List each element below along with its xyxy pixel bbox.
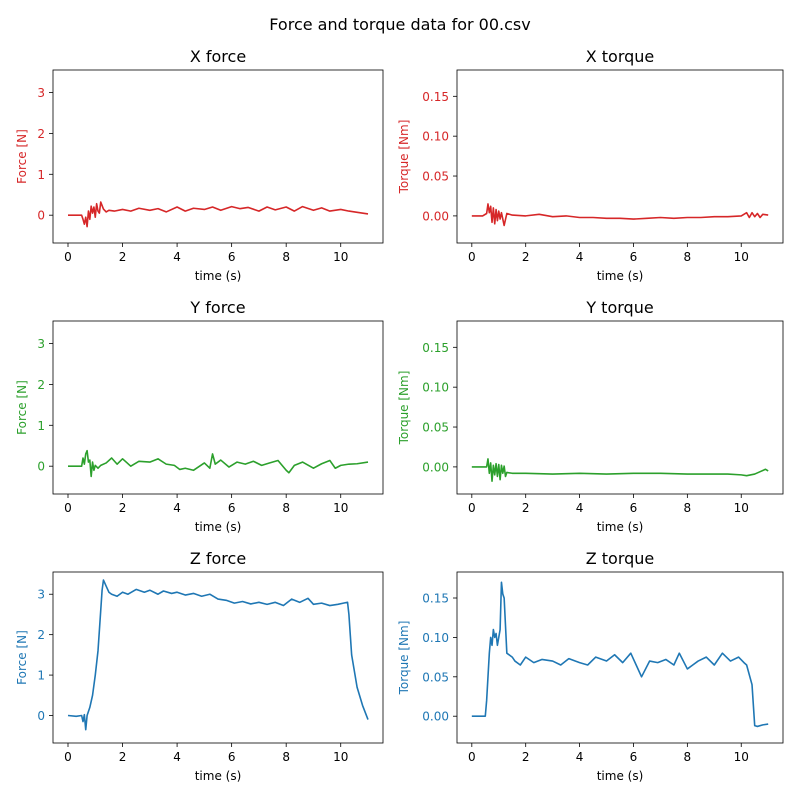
x-tick-label: 8 — [282, 501, 290, 515]
x-tick-label: 0 — [468, 501, 476, 515]
panel-x-torque: X torque 0 2 4 6 8 10 0.00 0.05 0.10 0.15 time (s) T… — [397, 47, 784, 283]
y-axis-label: Torque [Nm] — [397, 621, 411, 696]
x-tick-label: 8 — [684, 501, 692, 515]
x-tick-label: 0 — [64, 250, 72, 264]
y-tick-label: 3 — [37, 337, 45, 351]
axes-frame — [52, 69, 384, 244]
panel-y-torque: Y torque 0 2 4 6 8 10 0.00 0.05 0.10 0.15 time (s) T… — [397, 298, 784, 534]
series-line — [471, 581, 769, 728]
y-tick-label: 0.15 — [422, 592, 449, 606]
axes-frame — [456, 571, 784, 744]
x-tick-label: 10 — [734, 750, 749, 764]
x-tick-label: 6 — [630, 250, 638, 264]
x-tick-label: 4 — [173, 501, 181, 515]
y-tick-label: 0.00 — [422, 209, 449, 223]
x-tick-label: 2 — [119, 250, 127, 264]
x-tick-label: 8 — [282, 750, 290, 764]
y-axis-label: Force [N] — [15, 630, 29, 685]
series-line — [471, 458, 769, 483]
x-tick-label: 10 — [333, 501, 348, 515]
y-tick-label: 0.15 — [422, 341, 449, 355]
y-tick-label: 0.05 — [422, 170, 449, 184]
x-tick-label: 6 — [228, 750, 236, 764]
y-tick-label: 0 — [37, 460, 45, 474]
y-tick-label: 0.00 — [422, 710, 449, 724]
y-tick-label: 0.10 — [422, 381, 449, 395]
panel-title: Z force — [190, 549, 246, 568]
x-tick-label: 2 — [119, 750, 127, 764]
x-tick-label: 4 — [576, 501, 584, 515]
y-tick-label: 3 — [37, 86, 45, 100]
y-tick-label: 0.10 — [422, 631, 449, 645]
panel-z-force: Z force 0 2 4 6 8 10 0 1 2 3 time (s) Force [N] — [15, 549, 384, 783]
x-tick-label: 6 — [630, 750, 638, 764]
panel-x-force: X force 0 2 4 6 8 10 0 1 2 3 time (s) Force [N] — [15, 47, 384, 283]
x-tick-label: 0 — [64, 750, 72, 764]
y-tick-label: 3 — [37, 588, 45, 602]
x-tick-label: 10 — [333, 750, 348, 764]
x-tick-label: 6 — [228, 501, 236, 515]
panel-title: Y torque — [585, 298, 653, 317]
x-axis-label: time (s) — [195, 269, 242, 283]
y-tick-label: 0.05 — [422, 421, 449, 435]
x-axis-label: time (s) — [597, 269, 644, 283]
series-line — [68, 449, 369, 478]
x-tick-label: 0 — [468, 250, 476, 264]
x-tick-label: 8 — [282, 250, 290, 264]
y-axis-label: Torque [Nm] — [397, 371, 411, 446]
y-tick-label: 0.15 — [422, 90, 449, 104]
y-tick-label: 2 — [37, 628, 45, 642]
x-tick-label: 10 — [734, 501, 749, 515]
x-tick-label: 10 — [333, 250, 348, 264]
x-tick-label: 4 — [173, 750, 181, 764]
x-tick-label: 4 — [173, 250, 181, 264]
y-tick-label: 0.00 — [422, 460, 449, 474]
x-tick-label: 8 — [684, 750, 692, 764]
x-tick-label: 0 — [64, 501, 72, 515]
axes-frame — [52, 320, 384, 495]
x-axis-label: time (s) — [195, 520, 242, 534]
axes-frame — [456, 69, 784, 244]
y-tick-label: 2 — [37, 378, 45, 392]
panel-y-force: Y force 0 2 4 6 8 10 0 1 2 3 time (s) Force [N] — [15, 298, 384, 534]
x-axis-label: time (s) — [597, 769, 644, 783]
figure-suptitle: Force and torque data for 00.csv — [269, 15, 530, 34]
x-axis-label: time (s) — [597, 520, 644, 534]
panel-title: Y force — [189, 298, 245, 317]
x-tick-label: 2 — [522, 750, 530, 764]
x-tick-label: 6 — [630, 501, 638, 515]
x-tick-label: 2 — [522, 250, 530, 264]
y-tick-label: 0.10 — [422, 130, 449, 144]
x-tick-label: 10 — [734, 250, 749, 264]
series-line — [471, 203, 769, 227]
series-line — [68, 201, 369, 228]
x-tick-label: 8 — [684, 250, 692, 264]
panel-z-torque: Z torque 0 2 4 6 8 10 0.00 0.05 0.10 0.15 time (s) T… — [397, 549, 784, 783]
series-line — [67, 579, 369, 731]
y-tick-label: 0 — [37, 209, 45, 223]
axes-frame — [456, 320, 784, 495]
x-tick-label: 2 — [522, 501, 530, 515]
panel-title: X torque — [586, 47, 655, 66]
x-tick-label: 0 — [468, 750, 476, 764]
panel-title: Z torque — [586, 549, 655, 568]
panel-title: X force — [190, 47, 246, 66]
y-tick-label: 2 — [37, 127, 45, 141]
x-tick-label: 4 — [576, 750, 584, 764]
x-tick-label: 4 — [576, 250, 584, 264]
y-tick-label: 1 — [37, 669, 45, 683]
x-tick-label: 2 — [119, 501, 127, 515]
y-tick-label: 1 — [37, 168, 45, 182]
x-tick-label: 6 — [228, 250, 236, 264]
y-axis-label: Torque [Nm] — [397, 120, 411, 195]
x-axis-label: time (s) — [195, 769, 242, 783]
y-axis-label: Force [N] — [15, 129, 29, 184]
y-tick-label: 1 — [37, 419, 45, 433]
axes-frame — [52, 571, 384, 744]
y-tick-label: 0.05 — [422, 670, 449, 684]
y-tick-label: 0 — [37, 709, 45, 723]
y-axis-label: Force [N] — [15, 380, 29, 435]
